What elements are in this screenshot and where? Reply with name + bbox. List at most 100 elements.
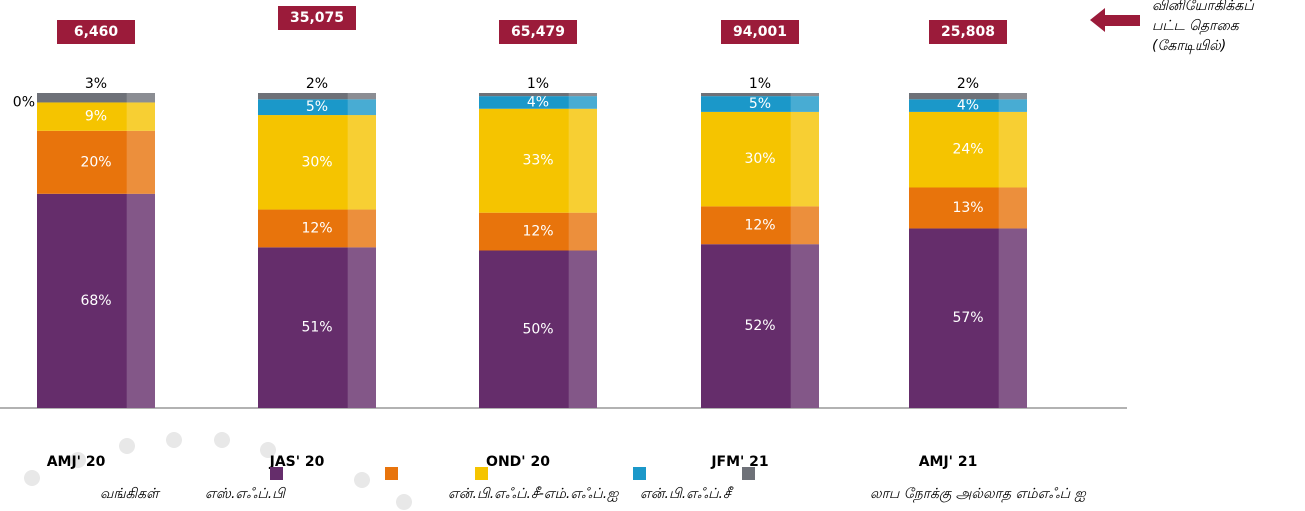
value-label: 1% [527,76,549,92]
decor-dots [24,432,412,510]
bar-sheen [347,99,376,116]
bar-segment [479,250,597,408]
total-label: 35,075 [290,10,344,26]
value-label: 4% [527,94,549,110]
value-label: 30% [744,151,775,167]
bar-sheen [998,93,1027,100]
bar-sheen [790,93,819,97]
total-box [929,20,1007,44]
bar-segment [701,244,819,408]
bar-segment [258,115,376,210]
bar-segment [258,247,376,408]
total-box [721,20,799,44]
value-label: 12% [744,217,775,233]
bar-sheen [998,187,1027,229]
value-label: 50% [522,321,553,337]
bar-sheen [568,250,597,408]
bar-sheen [347,209,376,248]
legend-swatch [475,467,488,480]
bar-sheen [126,93,155,103]
bar-segment [479,108,597,213]
value-label: 9% [85,109,107,125]
bar-sheen [998,228,1027,408]
value-label: 3% [85,76,107,92]
x-tick-label: OND' 20 [486,454,550,470]
total-box [499,20,577,44]
value-label: 4% [957,98,979,114]
bar-sheen [568,108,597,213]
value-label: 0% [13,94,35,110]
legend-label: என்.பி.எஃப்.சீ-எம்.எஃப்.ஐ [448,486,619,502]
legend-label: லாப நோக்கு அல்லாத எம்எஃப் ஐ [870,486,1086,503]
bar-segment [701,93,819,97]
bar-segment [909,99,1027,112]
bar-segment [37,193,155,408]
value-label: 51% [301,320,332,336]
bar-sheen [126,102,155,131]
legend-swatch [270,467,283,480]
bar-segment [479,212,597,251]
bar-segment [701,111,819,207]
value-label: 2% [306,76,328,92]
bar-sheen [126,193,155,408]
annotation: வினியோகிக்கப் [1152,0,1254,14]
value-label: 5% [306,99,328,115]
bar-segment [909,93,1027,100]
bar-sheen [347,115,376,210]
bar-segment [909,228,1027,408]
bar-sheen [568,93,597,97]
bar-sheen [790,111,819,207]
bar-sheen [998,99,1027,112]
annotation: (கோடியில்) [1152,38,1226,55]
bar-sheen [568,212,597,251]
total-label: 25,808 [941,24,995,40]
annotation: பட்ட தொகை [1152,18,1240,35]
legend-label: எஸ்.எஃப்.பி [205,486,286,502]
legend-label: வங்கிகள் [100,486,161,502]
total-box [57,20,135,44]
value-label: 12% [522,224,553,240]
bar-segment [909,111,1027,188]
value-label: 68% [80,293,111,309]
value-label: 24% [952,142,983,158]
x-tick-label: AMJ' 20 [47,454,106,470]
bar-sheen [568,96,597,109]
bar-segment [701,206,819,245]
bar-sheen [998,111,1027,188]
arrow [1090,8,1140,32]
legend-swatch [742,467,755,480]
bar-sheen [790,206,819,245]
bar-segment [37,102,155,131]
bar-sheen [790,96,819,112]
value-label: 2% [957,76,979,92]
value-label: 13% [952,200,983,216]
value-label: 57% [952,310,983,326]
x-tick-label: JFM' 21 [710,454,768,470]
bar-segment [909,187,1027,229]
value-label: 5% [749,96,771,112]
value-label: 33% [522,153,553,169]
value-label: 12% [301,220,332,236]
bar-segment [258,99,376,116]
bar-segment [701,96,819,112]
legend-swatch [633,467,646,480]
x-tick-label: AMJ' 21 [919,454,978,470]
bar-sheen [347,93,376,100]
value-label: 20% [80,154,111,170]
total-label: 94,001 [733,24,787,40]
total-label: 6,460 [74,24,119,40]
bar-segment [258,209,376,248]
bar-segment [258,93,376,100]
bar-segment [479,96,597,109]
total-label: 65,479 [511,24,565,40]
bar-sheen [790,244,819,408]
legend-label: என்.பி.எஃப்.சீ [640,486,734,502]
bar-sheen [347,247,376,408]
bar-segment [37,93,155,103]
total-box [278,6,356,30]
bar-segment [37,130,155,194]
x-tick-label: JAS' 20 [269,454,325,470]
value-label: 30% [301,154,332,170]
value-label: 1% [749,76,771,92]
